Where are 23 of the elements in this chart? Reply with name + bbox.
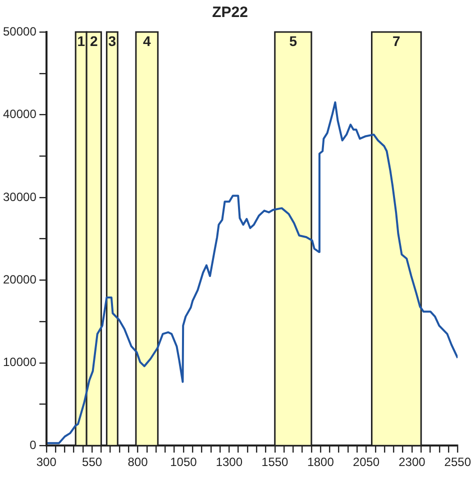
x-tick-label: 2050 bbox=[352, 455, 380, 470]
y-tick-label: 30000 bbox=[2, 190, 37, 204]
band-label: 3 bbox=[108, 32, 116, 49]
y-tick-label: 0 bbox=[30, 438, 37, 452]
band-label: 7 bbox=[392, 32, 401, 49]
y-tick-label: 20000 bbox=[2, 272, 37, 286]
y-tick-label: 40000 bbox=[2, 107, 37, 122]
x-tick-label: 2550 bbox=[444, 455, 472, 470]
band-label: 4 bbox=[143, 32, 152, 49]
y-tick-label: 10000 bbox=[2, 355, 37, 370]
x-tick-label: 550 bbox=[82, 455, 102, 470]
x-tick-label: 1300 bbox=[216, 455, 243, 470]
x-tick-label: 1550 bbox=[262, 455, 289, 470]
band-label: 2 bbox=[90, 32, 98, 49]
x-tick-label: 800 bbox=[128, 455, 148, 470]
y-tick-label: 50000 bbox=[2, 24, 37, 38]
x-tick-label: 1800 bbox=[307, 455, 334, 470]
band-label: 5 bbox=[289, 32, 298, 49]
x-tick-label: 1050 bbox=[170, 455, 198, 470]
x-tick-label: 2300 bbox=[398, 455, 426, 470]
x-tick-label: 300 bbox=[36, 455, 57, 470]
band-label: 1 bbox=[77, 32, 86, 49]
chart-title: ZP22 bbox=[212, 4, 248, 22]
